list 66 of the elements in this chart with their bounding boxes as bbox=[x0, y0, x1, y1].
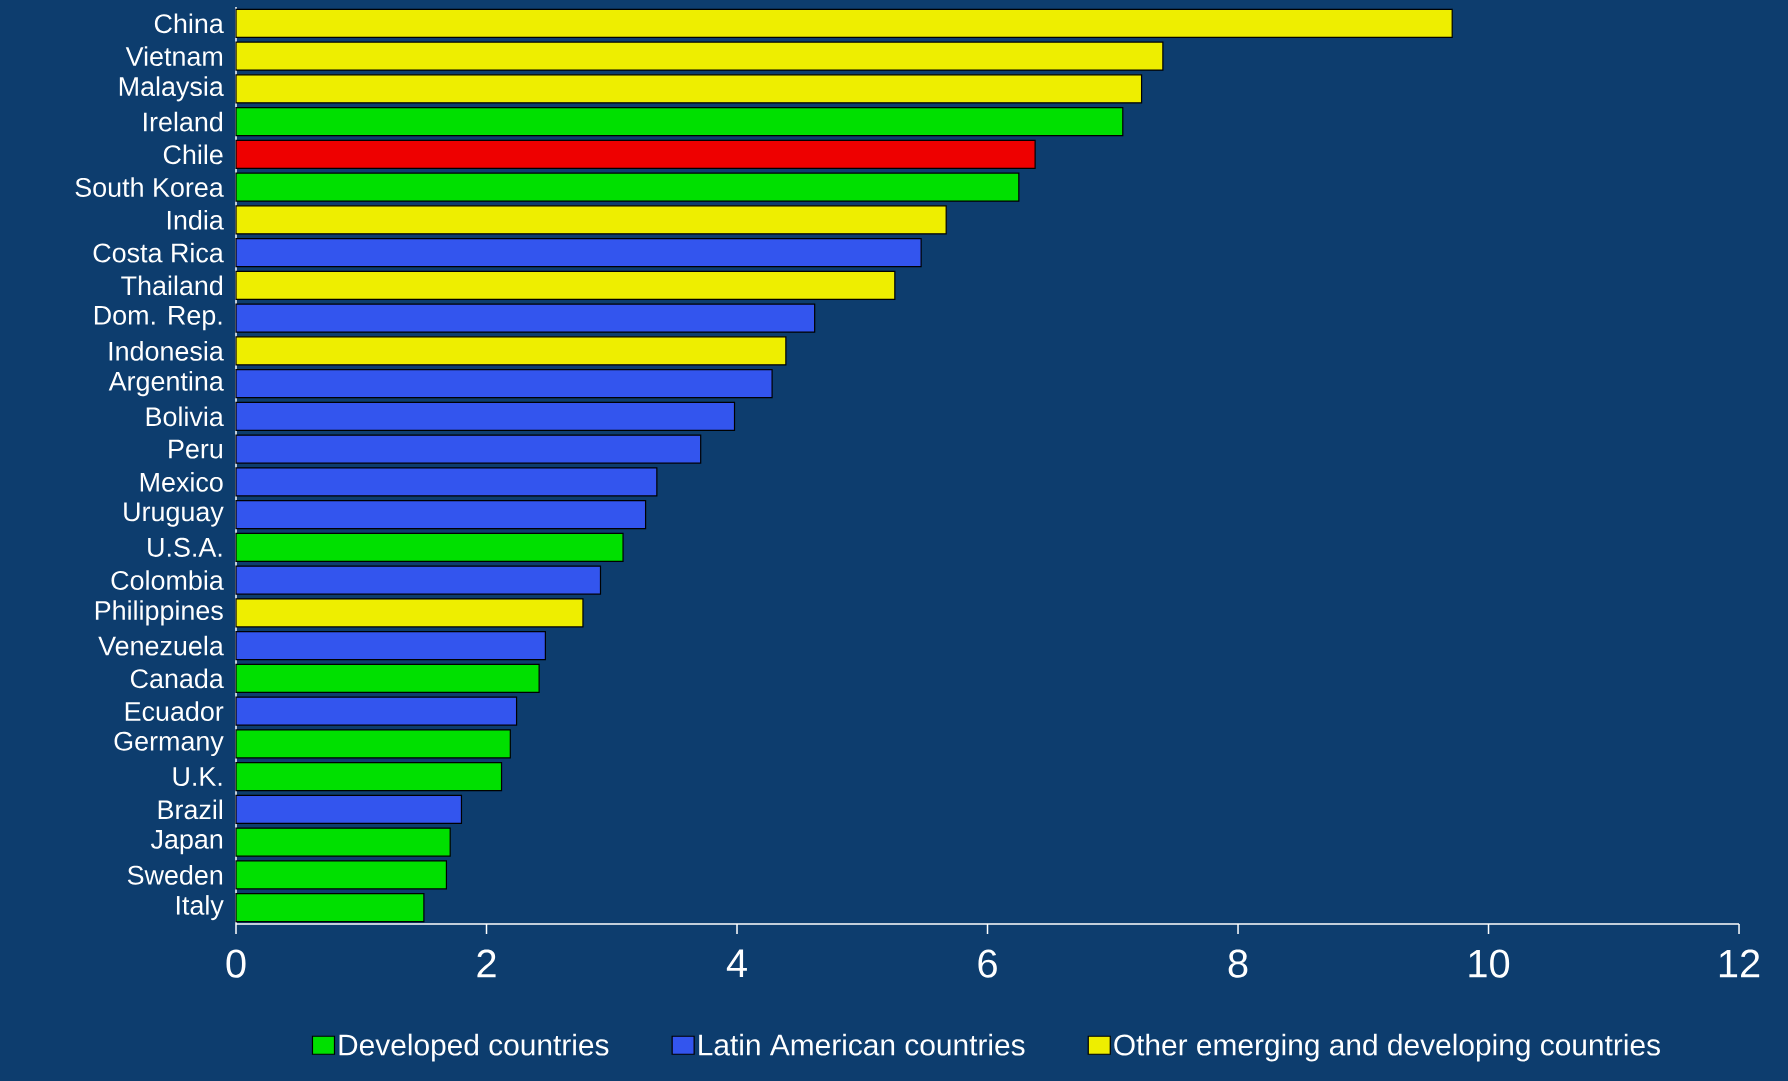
bar bbox=[235, 107, 1124, 137]
bar bbox=[235, 827, 451, 857]
bar bbox=[235, 598, 584, 628]
y-tick-label: Indonesia bbox=[109, 340, 224, 361]
legend-label: Developed countries bbox=[339, 1033, 609, 1062]
y-tick-label: Costa Rica bbox=[93, 242, 224, 263]
y-tick-label: Bolivia bbox=[146, 406, 224, 427]
bar bbox=[235, 139, 1036, 169]
bar bbox=[235, 794, 463, 824]
y-tick-label: Venezuela bbox=[98, 635, 224, 656]
y-tick-label: Dom. Rep. bbox=[94, 306, 222, 331]
y-tick-label: Colombia bbox=[111, 570, 224, 591]
bar bbox=[235, 500, 647, 530]
bar bbox=[235, 238, 922, 268]
y-tick-label: China bbox=[154, 13, 224, 34]
x-tick-label: 0 bbox=[226, 949, 246, 978]
x-tick-label: 4 bbox=[726, 949, 747, 977]
bar bbox=[235, 762, 503, 792]
bar bbox=[235, 8, 1453, 38]
x-tick-label: 6 bbox=[978, 949, 997, 978]
bar bbox=[235, 860, 448, 890]
x-tick-label: 10 bbox=[1469, 949, 1510, 978]
y-tick-label: Philippines bbox=[95, 600, 223, 626]
y-tick-label: Chile bbox=[163, 144, 223, 165]
y-tick-label: Argentina bbox=[108, 371, 224, 397]
bar bbox=[235, 270, 896, 300]
y-tick-label: India bbox=[167, 209, 224, 230]
y-tick-label: Ireland bbox=[144, 111, 223, 132]
y-tick-label: Peru bbox=[169, 439, 223, 459]
y-tick-label: U.S.A. bbox=[148, 537, 222, 557]
x-tick-label: 8 bbox=[1228, 949, 1248, 978]
y-tick-label: Germany bbox=[114, 731, 224, 757]
y-tick-label: Italy bbox=[176, 895, 224, 921]
legend-label: Other emerging and developing countries bbox=[1114, 1033, 1660, 1062]
bar bbox=[235, 729, 511, 759]
bar bbox=[235, 631, 546, 661]
bar bbox=[235, 369, 773, 399]
bar bbox=[235, 893, 425, 923]
y-tick-label: Japan bbox=[150, 830, 223, 855]
bar bbox=[235, 467, 658, 497]
y-tick-label: Vietnam bbox=[125, 46, 223, 66]
y-tick-label: Ecuador bbox=[125, 701, 224, 722]
x-tick-label: 12 bbox=[1719, 949, 1760, 978]
bar bbox=[235, 336, 787, 366]
y-tick-label: Canada bbox=[130, 668, 224, 689]
legend-label: Latin American countries bbox=[699, 1033, 1025, 1056]
bar bbox=[235, 401, 736, 431]
y-tick-label: South Korea bbox=[75, 177, 224, 197]
bar bbox=[235, 205, 947, 235]
y-tick-label: Thailand bbox=[121, 275, 223, 296]
y-tick-label: Mexico bbox=[140, 471, 223, 492]
bar bbox=[235, 74, 1143, 104]
bar bbox=[235, 663, 540, 693]
bar bbox=[235, 434, 702, 464]
x-tick-label: 2 bbox=[477, 949, 496, 978]
bar bbox=[235, 172, 1020, 202]
bar bbox=[235, 565, 602, 595]
y-tick-label: U.K. bbox=[173, 767, 222, 787]
y-tick-label: Sweden bbox=[127, 865, 223, 885]
bar bbox=[235, 41, 1164, 71]
bar bbox=[235, 696, 518, 726]
y-tick-label: Uruguay bbox=[124, 502, 224, 527]
bar bbox=[235, 532, 624, 562]
y-tick-label: Brazil bbox=[158, 799, 222, 820]
y-tick-label: Malaysia bbox=[119, 76, 224, 102]
bar bbox=[235, 303, 816, 333]
